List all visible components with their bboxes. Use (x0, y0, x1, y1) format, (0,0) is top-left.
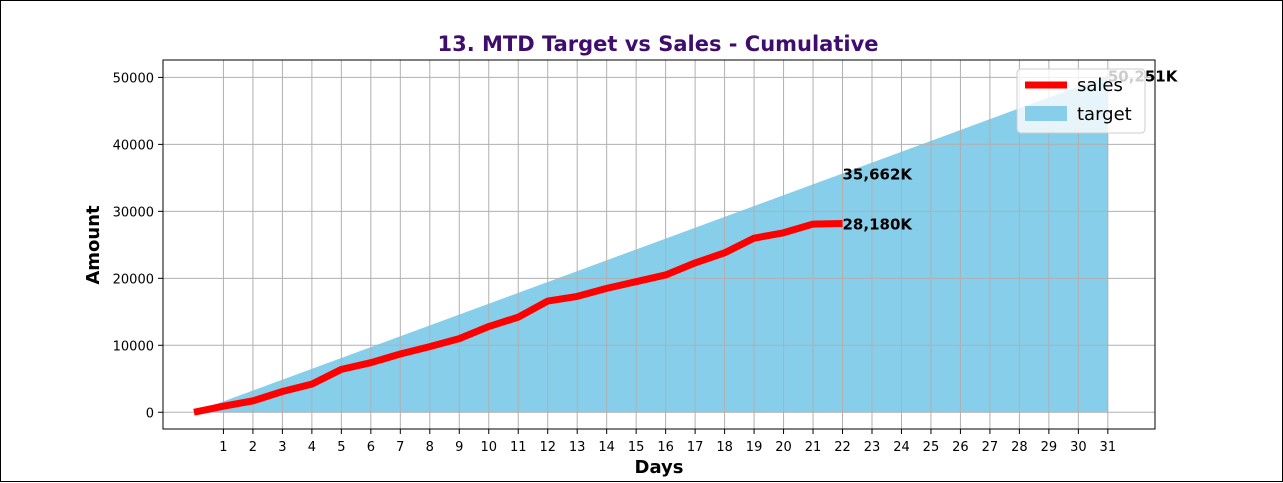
legend: sales target (1016, 68, 1146, 134)
x-axis-title: Days (635, 457, 684, 478)
x-tick-label-10: 10 (480, 440, 497, 455)
x-tick-label-30: 30 (1070, 440, 1087, 455)
x-tick-label-12: 12 (539, 440, 556, 455)
target-area (193, 75, 1108, 413)
x-tick-label-16: 16 (657, 440, 674, 455)
x-tick-label-3: 3 (278, 440, 286, 455)
x-tick-label-6: 6 (367, 440, 375, 455)
x-tick-label-18: 18 (716, 440, 733, 455)
sales-line-layer (193, 220, 843, 416)
x-tick-label-25: 25 (923, 440, 940, 455)
x-tick-label-5: 5 (337, 440, 345, 455)
x-tick-label-28: 28 (1011, 440, 1028, 455)
x-tick-label-15: 15 (628, 440, 645, 455)
sales-line (193, 220, 843, 416)
annotation-1: 28,180K (843, 216, 914, 234)
grid-layer (163, 60, 1155, 429)
target-area-layer (193, 75, 1108, 413)
y-tick-label-50000: 50000 (113, 71, 154, 86)
x-tick-label-29: 29 (1041, 440, 1058, 455)
legend-label-target: target (1077, 104, 1132, 125)
x-tick-label-1: 1 (219, 440, 227, 455)
x-tick-label-31: 31 (1100, 440, 1117, 455)
x-tick-label-24: 24 (893, 440, 910, 455)
x-axis-ticks: 1 2 3 4 5 6 7 8 9 10 11 12 13 14 15 16 17 18 19 20 21 22 23 24 2… (219, 429, 1116, 455)
x-tick-label-7: 7 (396, 440, 404, 455)
y-tick-label-20000: 20000 (113, 272, 154, 287)
y-axis-title: Amount (83, 205, 104, 285)
y-tick-label-10000: 10000 (113, 339, 154, 354)
y-tick-label-30000: 30000 (113, 205, 154, 220)
x-tick-label-17: 17 (687, 440, 704, 455)
x-tick-label-26: 26 (952, 440, 969, 455)
x-tick-label-20: 20 (775, 440, 792, 455)
x-tick-label-8: 8 (426, 440, 434, 455)
x-tick-label-19: 19 (746, 440, 763, 455)
x-tick-label-2: 2 (249, 440, 257, 455)
x-tick-label-22: 22 (834, 440, 851, 455)
x-tick-label-11: 11 (510, 440, 527, 455)
y-tick-label-0: 0 (146, 406, 154, 421)
x-tick-label-14: 14 (598, 440, 615, 455)
annotation-0: 35,662K (843, 165, 914, 183)
plot-border (162, 59, 1156, 430)
x-tick-label-27: 27 (982, 440, 999, 455)
y-axis-ticks: 0 10000 20000 30000 40000 50000 (113, 71, 163, 421)
legend-swatch-target (1025, 106, 1067, 121)
x-tick-label-9: 9 (455, 440, 463, 455)
x-tick-label-4: 4 (308, 440, 316, 455)
legend-label-sales: sales (1077, 75, 1123, 96)
x-tick-label-23: 23 (864, 440, 881, 455)
y-tick-label-40000: 40000 (113, 138, 154, 153)
x-tick-label-21: 21 (805, 440, 822, 455)
x-tick-label-13: 13 (569, 440, 586, 455)
chart-title: 13. MTD Target vs Sales - Cumulative (437, 32, 878, 56)
